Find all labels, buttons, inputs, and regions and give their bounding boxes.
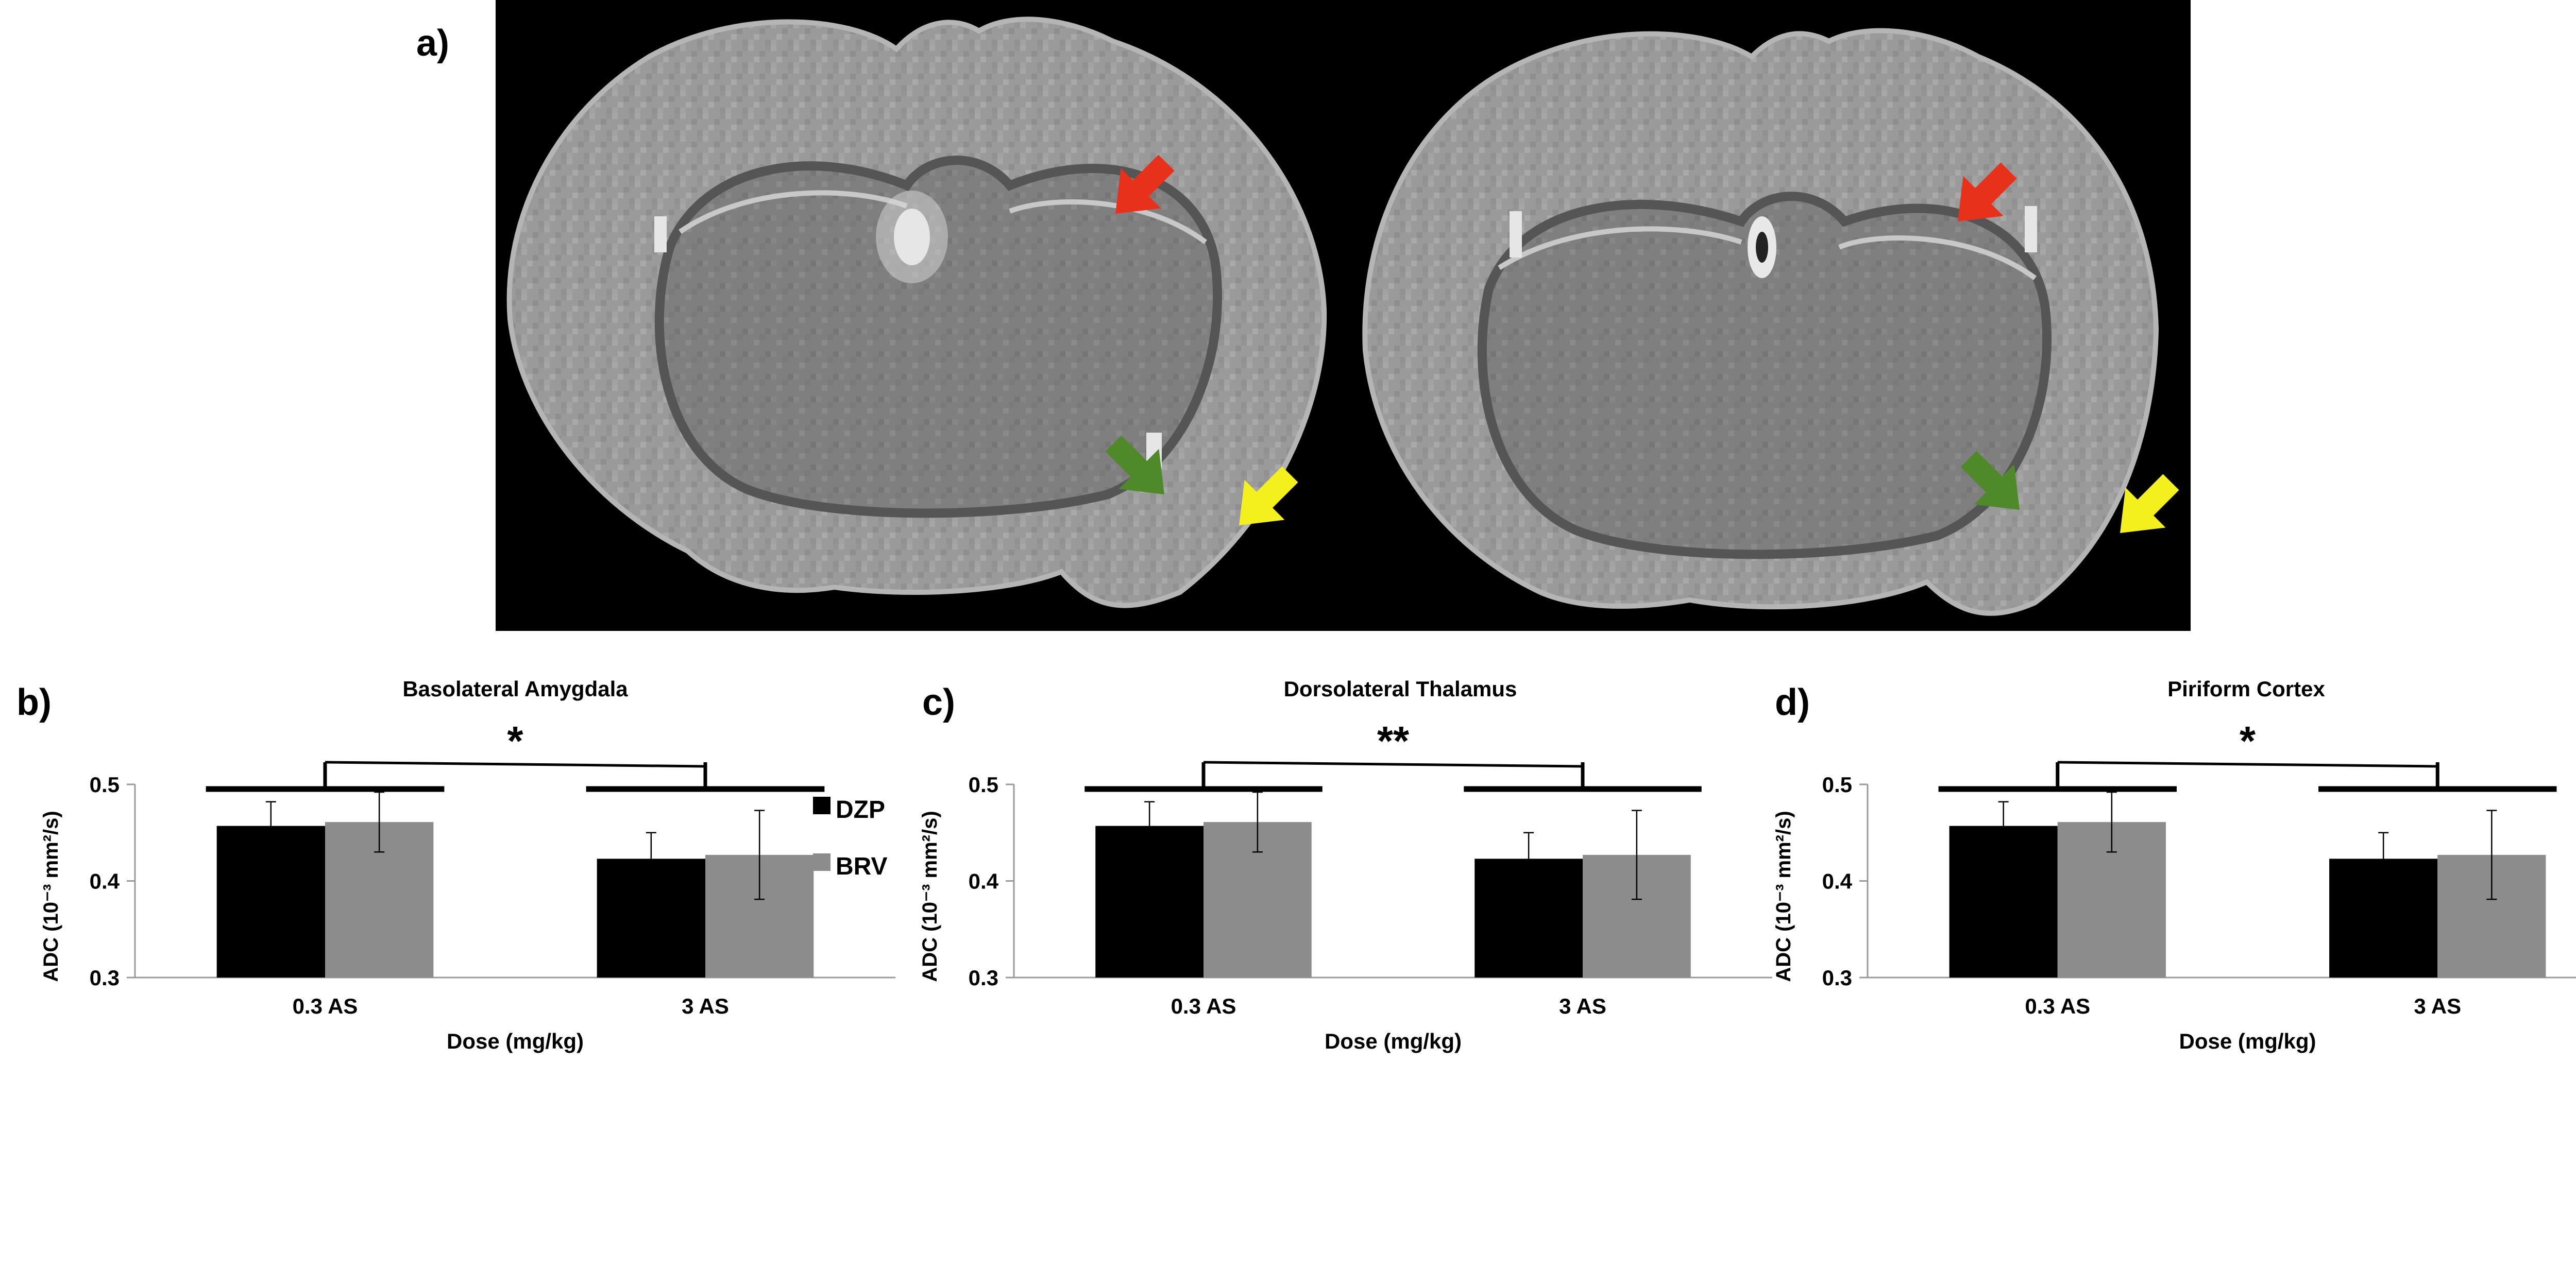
panel-label: d) <box>1775 682 1810 723</box>
y-axis-label: ADC (10⁻³ mm²/s) <box>919 811 941 982</box>
x-tick-label: 0.3 AS <box>293 994 358 1018</box>
legend: DZP BRV <box>813 796 887 880</box>
brain-slice-right <box>1362 28 2159 616</box>
legend-swatch-dzp <box>813 797 831 814</box>
yellow-arrow-left <box>1239 466 1298 525</box>
significance-marker: * <box>2240 718 2256 764</box>
chart-title: Basolateral Amygdala <box>402 677 628 701</box>
bar-dzp <box>1095 826 1204 978</box>
yellow-arrow-right <box>2120 474 2179 533</box>
chart-title: Piriform Cortex <box>2167 677 2325 701</box>
chart-title: Dorsolateral Thalamus <box>1284 677 1517 701</box>
y-axis-label: ADC (10⁻³ mm²/s) <box>1772 811 1795 982</box>
significance-line <box>325 761 706 768</box>
panel-label: c) <box>922 682 955 723</box>
y-tick-label: 0.4 <box>90 869 120 894</box>
y-tick-label: 0.5 <box>90 773 120 797</box>
red-arrow-right <box>1958 162 2017 221</box>
x-axis-label: Dose (mg/kg) <box>1325 1029 1462 1053</box>
significance-marker: ** <box>1377 718 1410 764</box>
brain-slice-left <box>506 16 1327 608</box>
bar-dzp <box>216 826 325 978</box>
mri-arrows <box>1105 155 2179 533</box>
panel-a-label: a) <box>416 23 449 64</box>
y-tick-label: 0.5 <box>1822 773 1852 797</box>
y-tick-label: 0.4 <box>969 869 999 894</box>
legend-swatch-brv <box>813 853 831 871</box>
y-tick-label: 0.4 <box>1822 869 1853 894</box>
bar-dzp <box>1949 826 2058 978</box>
x-tick-label: 3 AS <box>2414 994 2461 1018</box>
green-arrow-left <box>1105 435 1164 494</box>
legend-label-dzp: DZP <box>836 796 885 824</box>
chart-dorsolateral-thalamus: c) Dorsolateral Thalamus 0.3 0.4 0.5 ADC (10⁻… <box>919 677 1772 1053</box>
y-tick-label: 0.5 <box>969 773 998 797</box>
y-tick-label: 0.3 <box>969 966 998 990</box>
significance-line <box>2057 761 2438 768</box>
y-axis-label: ADC (10⁻³ mm²/s) <box>40 811 62 982</box>
y-tick-label: 0.3 <box>1822 966 1852 990</box>
green-arrow-right <box>1960 451 2020 510</box>
significance-line <box>1203 761 1583 768</box>
legend-label-brv: BRV <box>836 853 887 880</box>
x-tick-label: 0.3 AS <box>1171 994 1236 1018</box>
y-tick-label: 0.3 <box>90 966 120 990</box>
x-axis-label: Dose (mg/kg) <box>2179 1029 2316 1053</box>
significance-marker: * <box>507 718 523 764</box>
red-arrow-left <box>1115 155 1175 214</box>
x-axis-label: Dose (mg/kg) <box>447 1029 584 1053</box>
x-tick-label: 3 AS <box>1559 994 1606 1018</box>
x-tick-label: 3 AS <box>682 994 729 1018</box>
x-tick-label: 0.3 AS <box>2025 994 2090 1018</box>
chart-basolateral-amygdala: b) Basolateral Amygdala 0.3 0.4 0.5 ADC (10⁻³… <box>16 677 895 1053</box>
chart-piriform-cortex: d) Piriform Cortex 0.3 0.4 0.5 ADC (10⁻³ mm²/… <box>1772 677 2576 1053</box>
panel-label: b) <box>16 682 52 723</box>
